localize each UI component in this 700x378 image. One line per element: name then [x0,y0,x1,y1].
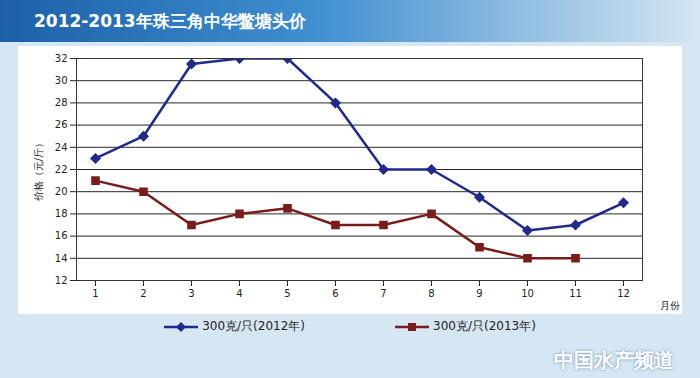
svg-text:12: 12 [617,288,630,299]
svg-text:14: 14 [55,253,68,264]
svg-text:30: 30 [55,75,68,86]
svg-text:10: 10 [521,288,534,299]
svg-text:6: 6 [332,288,338,299]
svg-text:1: 1 [92,288,98,299]
svg-text:26: 26 [55,119,68,130]
svg-text:18: 18 [55,208,68,219]
html-text:300克/只(2013年): 300克/只(2013年) [433,319,536,333]
svg-text:4: 4 [236,288,242,299]
svg-text:价格（元/斤）: 价格（元/斤） [33,138,44,202]
svg-text:7: 7 [380,288,386,299]
html-text:300克/只(2012年): 300克/只(2012年) [202,319,305,333]
svg-text:28: 28 [55,97,68,108]
svg-text:3: 3 [188,288,194,299]
svg-text:5: 5 [284,288,290,299]
svg-text:11: 11 [569,288,582,299]
svg-text:12: 12 [55,275,68,286]
svg-text:9: 9 [476,288,482,299]
svg-text:月份: 月份 [660,300,680,311]
svg-text:20: 20 [55,186,68,197]
svg-text:8: 8 [428,288,434,299]
svg-text:16: 16 [55,230,68,241]
svg-text:2: 2 [140,288,146,299]
html-text:中国水产频道: 中国水产频道 [554,348,674,372]
svg-text:22: 22 [55,164,68,175]
html-text:2012-2013年珠三角中华鳖塘头价: 2012-2013年珠三角中华鳖塘头价 [34,10,306,31]
svg-text:24: 24 [55,142,68,153]
svg-text:32: 32 [55,53,68,64]
